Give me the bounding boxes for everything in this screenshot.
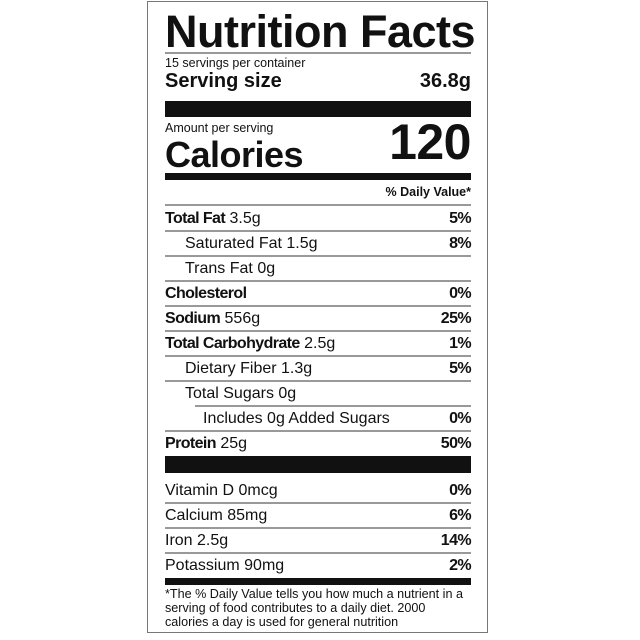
divider: [165, 552, 471, 554]
nutrient-info: Vitamin D 0mcg: [165, 482, 278, 500]
nutrient-info: Total Sugars 0g: [185, 385, 296, 403]
nutrient-name: Iron: [165, 531, 193, 549]
nutrient-row: Protein 25g 50%: [165, 431, 472, 456]
medium-divider: [165, 173, 471, 180]
daily-value-percent: 0%: [449, 284, 472, 302]
vitamin-row: Vitamin D 0mcg 0%: [165, 478, 472, 503]
serving-size-label: Serving size: [165, 70, 282, 92]
daily-value-percent: 0%: [449, 409, 472, 427]
daily-value-percent: 8%: [449, 234, 472, 252]
servings-per-container: 15 servings per container: [165, 56, 306, 70]
nutrient-name: Sodium: [165, 309, 221, 327]
divider: [165, 204, 471, 206]
thick-divider: [165, 456, 471, 473]
daily-value-percent: 2%: [449, 556, 472, 574]
divider: [165, 355, 471, 357]
nutrient-info: Saturated Fat 1.5g: [185, 235, 318, 253]
nutrient-name: Cholesterol: [165, 284, 247, 302]
nutrient-row: Dietary Fiber 1.3g 5%: [165, 356, 472, 381]
nutrient-name: Saturated Fat: [185, 234, 282, 252]
daily-value-percent: 25%: [440, 309, 472, 327]
daily-value-percent: 5%: [449, 209, 472, 227]
nutrient-info: Includes 0g Added Sugars: [203, 410, 390, 428]
amount-per-serving: Amount per serving: [165, 121, 274, 135]
serving-size-value: 36.8g: [419, 70, 471, 92]
nutrient-amount: 90mg: [244, 556, 285, 574]
daily-value-header: % Daily Value*: [385, 185, 471, 199]
nutrient-name: Dietary Fiber: [185, 359, 277, 377]
label-title: Nutrition Facts: [165, 6, 476, 57]
nutrient-info: Iron 2.5g: [165, 532, 228, 550]
nutrient-name: Trans Fat: [185, 259, 253, 277]
vitamin-row: Iron 2.5g 14%: [165, 528, 472, 553]
nutrient-amount: 1.5g: [286, 234, 318, 252]
nutrient-info: Potassium 90mg: [165, 557, 284, 575]
daily-value-percent: 50%: [440, 434, 472, 452]
medium-divider: [165, 578, 471, 585]
divider: [165, 280, 471, 282]
divider: [165, 230, 471, 232]
nutrient-info: Cholesterol: [165, 284, 247, 303]
nutrient-name: Potassium: [165, 556, 240, 574]
nutrient-info: Calcium 85mg: [165, 507, 267, 525]
vitamin-row: Calcium 85mg 6%: [165, 503, 472, 528]
divider: [165, 305, 471, 307]
daily-value-percent: 0%: [449, 481, 472, 499]
calories-label: Calories: [165, 134, 304, 175]
nutrient-row: Total Sugars 0g: [165, 381, 471, 406]
nutrient-name: Total Carbohydrate: [165, 334, 300, 352]
divider: [195, 405, 471, 407]
divider: [165, 502, 471, 504]
nutrient-row: Total Carbohydrate 2.5g 1%: [165, 331, 472, 356]
nutrient-amount: 85mg: [227, 506, 268, 524]
nutrient-info: Sodium 556g: [165, 310, 260, 328]
divider: [165, 255, 471, 257]
footnote: *The % Daily Value tells you how much a …: [165, 587, 463, 629]
nutrient-info: Protein 25g: [165, 435, 247, 453]
daily-value-percent: 14%: [440, 531, 472, 549]
divider: [165, 430, 471, 432]
calories-row: Calories 120: [165, 114, 471, 175]
nutrient-amount: 556g: [224, 309, 261, 327]
nutrient-info: Dietary Fiber 1.3g: [185, 360, 312, 378]
nutrient-name: Calcium: [165, 506, 223, 524]
nutrient-amount: 3.5g: [229, 209, 261, 227]
nutrient-name: Vitamin D: [165, 481, 235, 499]
nutrition-label: [147, 1, 488, 633]
nutrient-amount: 25g: [220, 434, 248, 452]
daily-value-percent: 1%: [449, 334, 472, 352]
divider: [165, 380, 471, 382]
nutrient-amount: 0g: [257, 259, 276, 277]
nutrient-amount: 2.5g: [304, 334, 336, 352]
nutrient-row: Sodium 556g 25%: [165, 306, 472, 331]
nutrient-info: Total Carbohydrate 2.5g: [165, 335, 335, 353]
nutrient-info: Total Fat 3.5g: [165, 210, 261, 228]
nutrient-row: Includes 0g Added Sugars 0%: [165, 406, 472, 431]
vitamin-row: Potassium 90mg 2%: [165, 553, 472, 578]
divider: [165, 52, 471, 54]
nutrient-row: Saturated Fat 1.5g 8%: [165, 231, 472, 256]
nutrient-amount: 0mcg: [238, 481, 278, 499]
divider: [165, 330, 471, 332]
nutrient-name: Total Sugars: [185, 384, 274, 402]
divider: [165, 527, 471, 529]
nutrient-name: Protein: [165, 434, 217, 452]
nutrient-name: Includes 0g Added Sugars: [203, 409, 390, 427]
nutrient-amount: 1.3g: [281, 359, 313, 377]
nutrient-amount: 2.5g: [197, 531, 229, 549]
serving-size-row: Serving size 36.8g: [165, 69, 471, 93]
thick-divider: [165, 101, 471, 117]
calories-value: 120: [389, 114, 471, 170]
nutrient-row: Total Fat 3.5g 5%: [165, 206, 472, 231]
daily-value-percent: 6%: [449, 506, 472, 524]
nutrient-row: Cholesterol 0%: [165, 281, 472, 306]
nutrient-row: Trans Fat 0g: [165, 256, 471, 281]
nutrient-name: Total Fat: [165, 209, 226, 227]
nutrient-amount: 0g: [278, 384, 297, 402]
nutrient-info: Trans Fat 0g: [185, 260, 275, 278]
daily-value-percent: 5%: [449, 359, 472, 377]
